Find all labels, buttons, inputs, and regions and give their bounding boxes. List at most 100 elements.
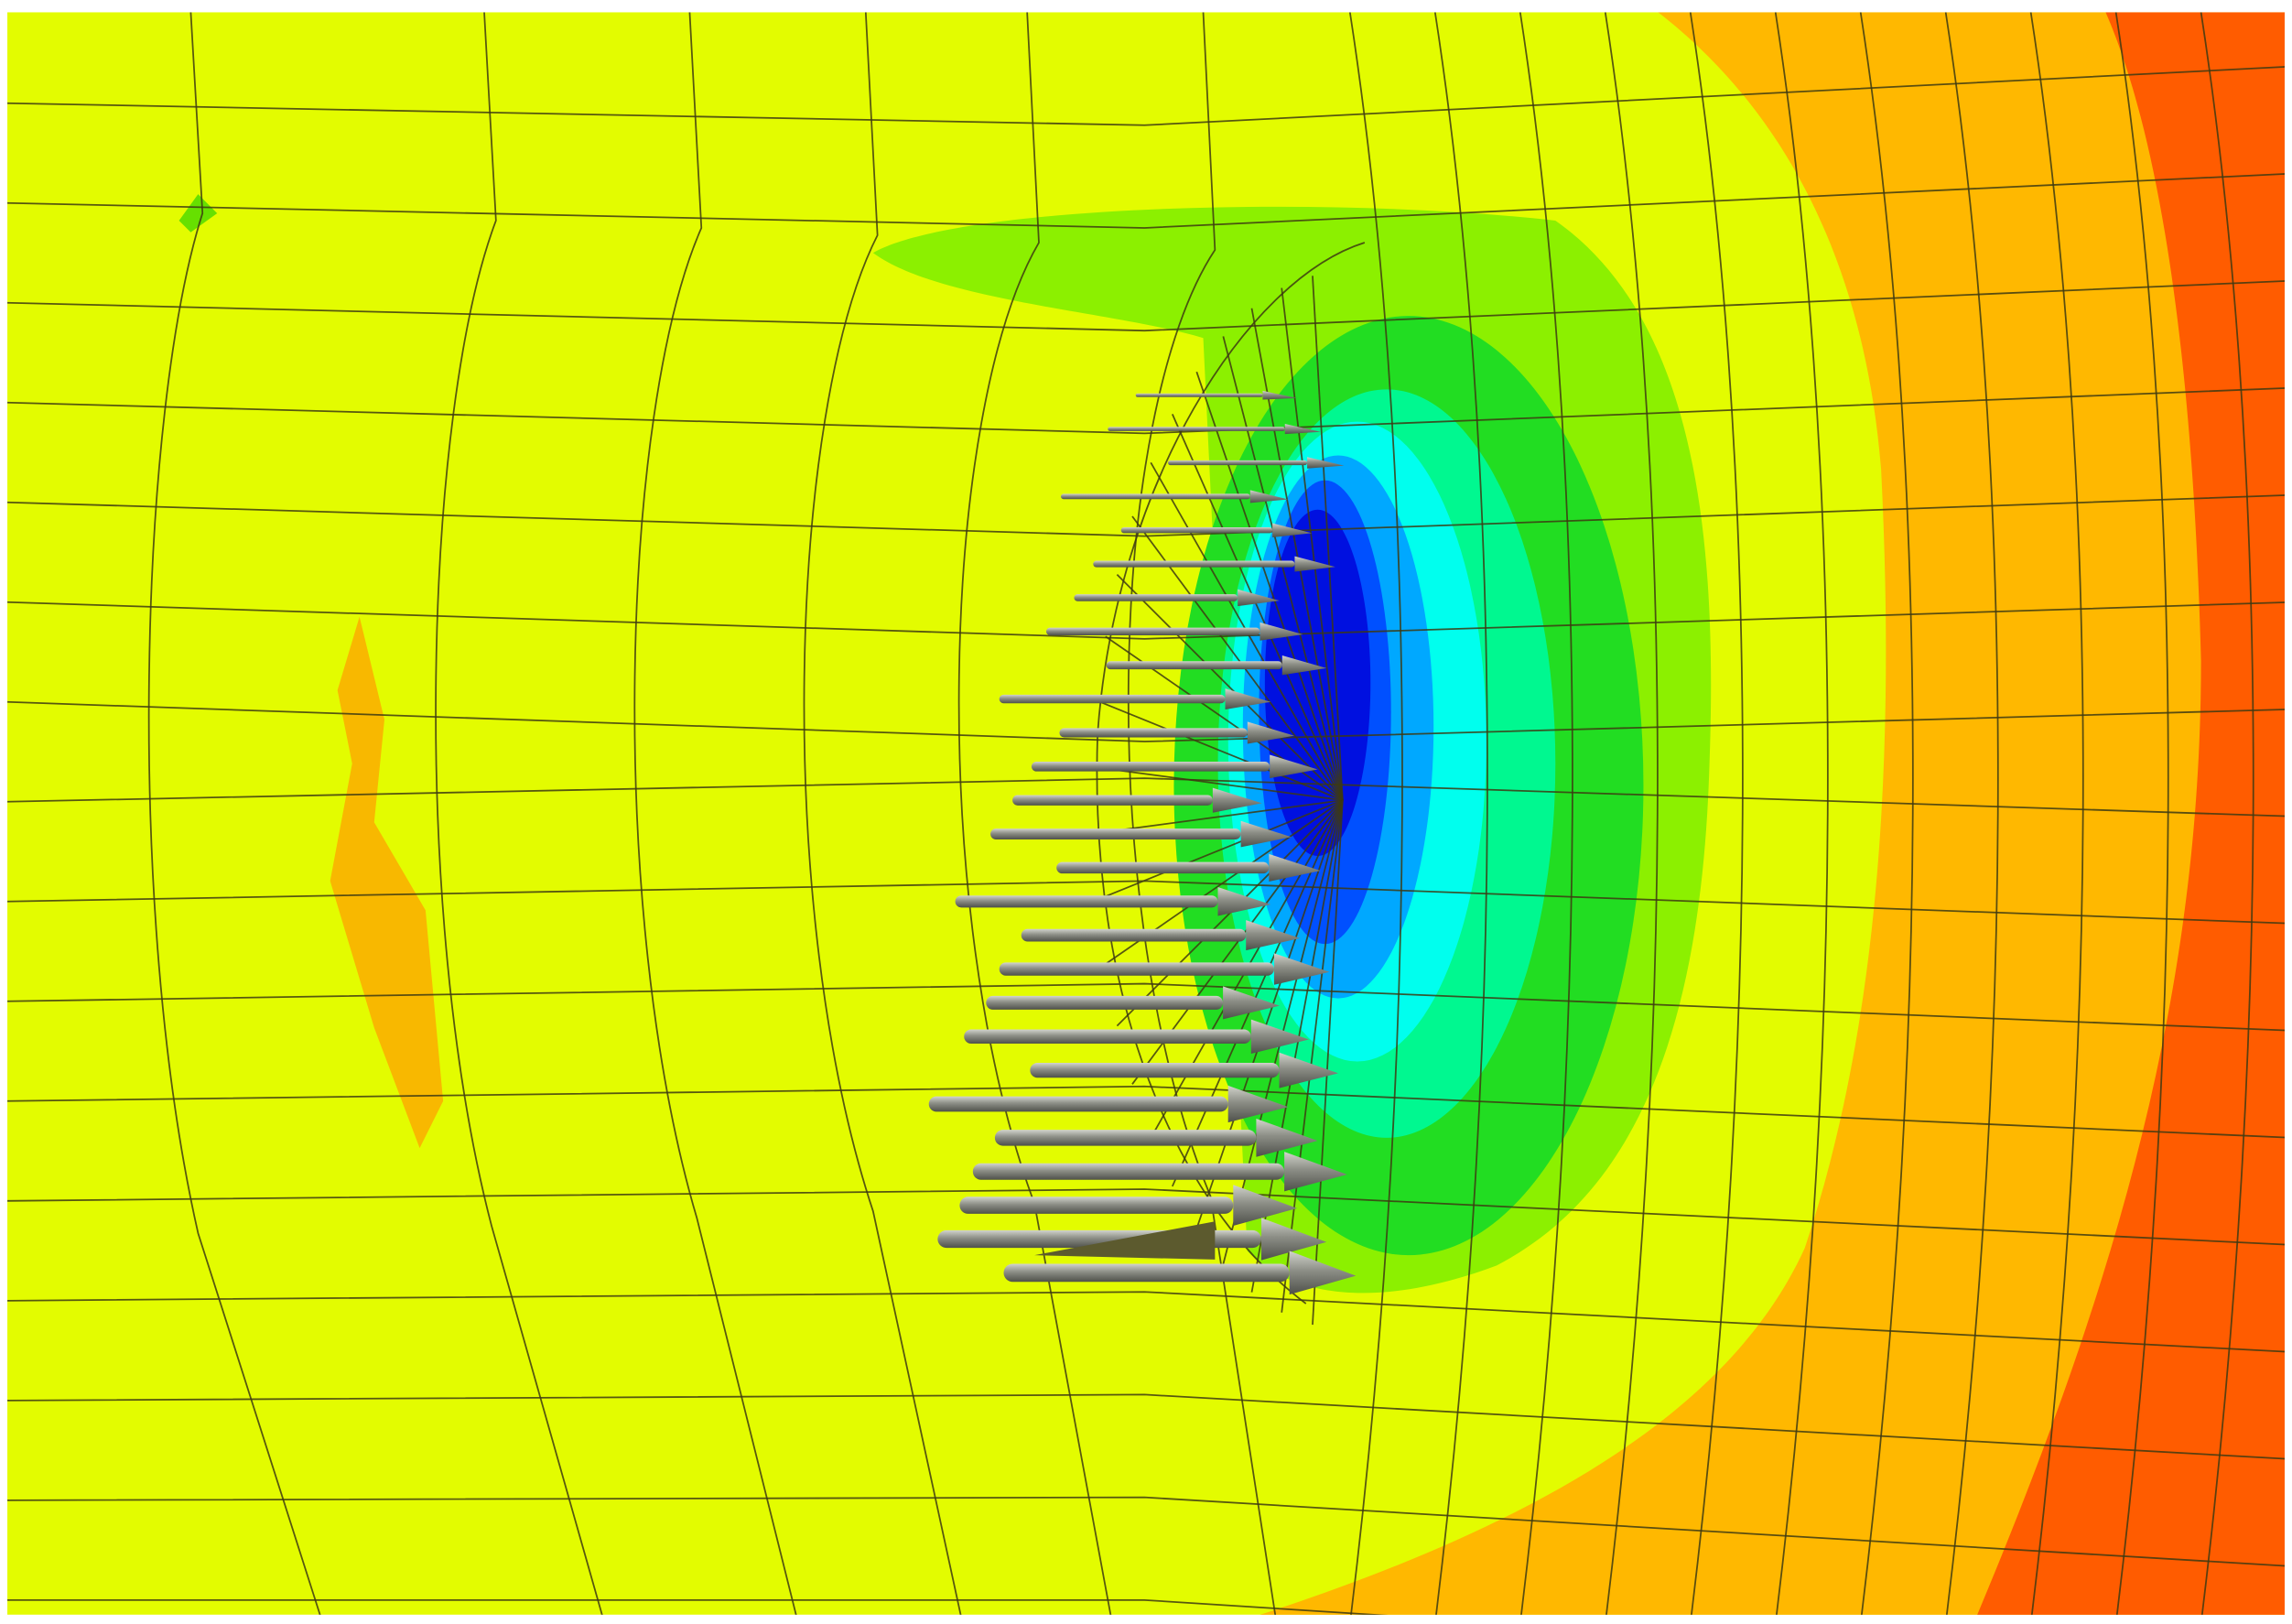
arrow-shaft [964, 1029, 1251, 1045]
arrow-head [1307, 457, 1345, 469]
arrow [959, 1185, 1298, 1226]
mesh-line [7, 1188, 2285, 1246]
mesh-ring [147, 12, 321, 1615]
arrow-shaft [1003, 1263, 1290, 1283]
mesh-line [7, 1291, 2285, 1353]
hole-spoke [1093, 765, 1343, 802]
mesh-line [7, 387, 2285, 435]
arrow [1003, 1250, 1357, 1295]
arrow [972, 1152, 1347, 1192]
mesh-column [1604, 12, 1659, 1615]
arrow-head [1217, 887, 1271, 916]
arrow [1106, 655, 1327, 676]
arrow-shaft [1056, 861, 1270, 874]
arrow [964, 1019, 1309, 1054]
mesh-line [7, 66, 2285, 126]
mesh-column [1859, 12, 1914, 1615]
arrow-head [1246, 920, 1301, 951]
green-spot [178, 194, 218, 233]
hole-spoke [1281, 800, 1344, 1313]
arrow-shaft [1108, 427, 1285, 431]
arrow-head [1250, 1019, 1309, 1054]
arrow-shaft [1061, 493, 1250, 500]
arrow-shaft [1168, 460, 1308, 466]
hole-spoke [1116, 574, 1344, 801]
mesh-line [7, 280, 2285, 332]
arrow-shaft [1030, 1063, 1280, 1078]
mesh-ring [957, 12, 1112, 1615]
arrow-head [1233, 1185, 1298, 1226]
arrow-head [1247, 721, 1294, 744]
viewport [7, 12, 2285, 1615]
mesh-ring [435, 12, 603, 1615]
mesh-column [2114, 12, 2169, 1615]
mesh-column [1774, 12, 1829, 1615]
arrow-head [1270, 754, 1318, 779]
mesh-column [2200, 12, 2254, 1615]
arrow-head [1240, 820, 1292, 848]
arrow-shaft [959, 1196, 1234, 1214]
arrow [1108, 424, 1321, 435]
arrow [1168, 457, 1345, 469]
arrow [1056, 853, 1321, 882]
arrow-head [1294, 556, 1335, 572]
orange-spot [330, 616, 444, 1149]
arrow-shaft [1093, 560, 1295, 568]
arrow-head [1223, 986, 1280, 1020]
arrow [1135, 390, 1298, 400]
arrow-head [1227, 1085, 1289, 1123]
mesh-line [7, 1598, 1387, 1615]
arrow-shaft [990, 828, 1241, 840]
hole-spoke [1250, 308, 1344, 801]
arrow-wedge [1034, 1221, 1216, 1260]
arrow-head [1212, 787, 1262, 813]
mesh [7, 12, 2285, 1615]
arrow-shaft [928, 1096, 1228, 1112]
arrow [955, 887, 1271, 916]
arrow-shaft [1045, 627, 1260, 635]
orange-zone [1260, 12, 2285, 1615]
arrow-shaft [1031, 761, 1270, 772]
arrow [999, 688, 1271, 709]
arrow-shaft [999, 694, 1226, 704]
arrow-shaft [1106, 661, 1282, 670]
arrow [986, 986, 1280, 1020]
arrow [1061, 490, 1289, 503]
arrow-shaft [972, 1163, 1285, 1180]
arrow-shaft [986, 995, 1224, 1010]
arrow-head [1289, 1250, 1357, 1295]
hole-spoke [1312, 800, 1344, 1326]
arrow-shaft [1021, 928, 1247, 942]
arrow-shaft [1059, 728, 1248, 738]
arrow [1074, 589, 1280, 607]
arrow-head [1238, 589, 1280, 607]
arrow-shaft [955, 895, 1218, 908]
arrow [1021, 920, 1301, 951]
hole-spoke [1195, 371, 1344, 801]
mesh-line [7, 777, 2285, 817]
arrow-head [1262, 390, 1298, 400]
arrow [1059, 721, 1294, 744]
hole-spoke [1312, 276, 1344, 801]
hole-spoke [1097, 799, 1344, 901]
hole-spoke [1097, 699, 1344, 801]
arrow [1093, 556, 1335, 572]
mesh-line [7, 601, 2285, 640]
load-arrows [928, 390, 1357, 1295]
arrow [999, 953, 1330, 985]
arrow-shaft [994, 1130, 1257, 1146]
mesh-column [1433, 12, 1488, 1615]
arrow-head [1272, 523, 1313, 537]
mesh-line [7, 494, 2285, 537]
arrow-head [1260, 622, 1303, 641]
arrow-head [1249, 490, 1289, 503]
mesh-column [1348, 12, 1403, 1615]
arrow [1031, 754, 1318, 779]
hole-spoke [1171, 799, 1344, 1187]
arrow-head [1279, 1052, 1339, 1088]
arrow [1045, 622, 1303, 641]
mesh-ring [803, 12, 962, 1615]
mesh-column [1519, 12, 1573, 1615]
